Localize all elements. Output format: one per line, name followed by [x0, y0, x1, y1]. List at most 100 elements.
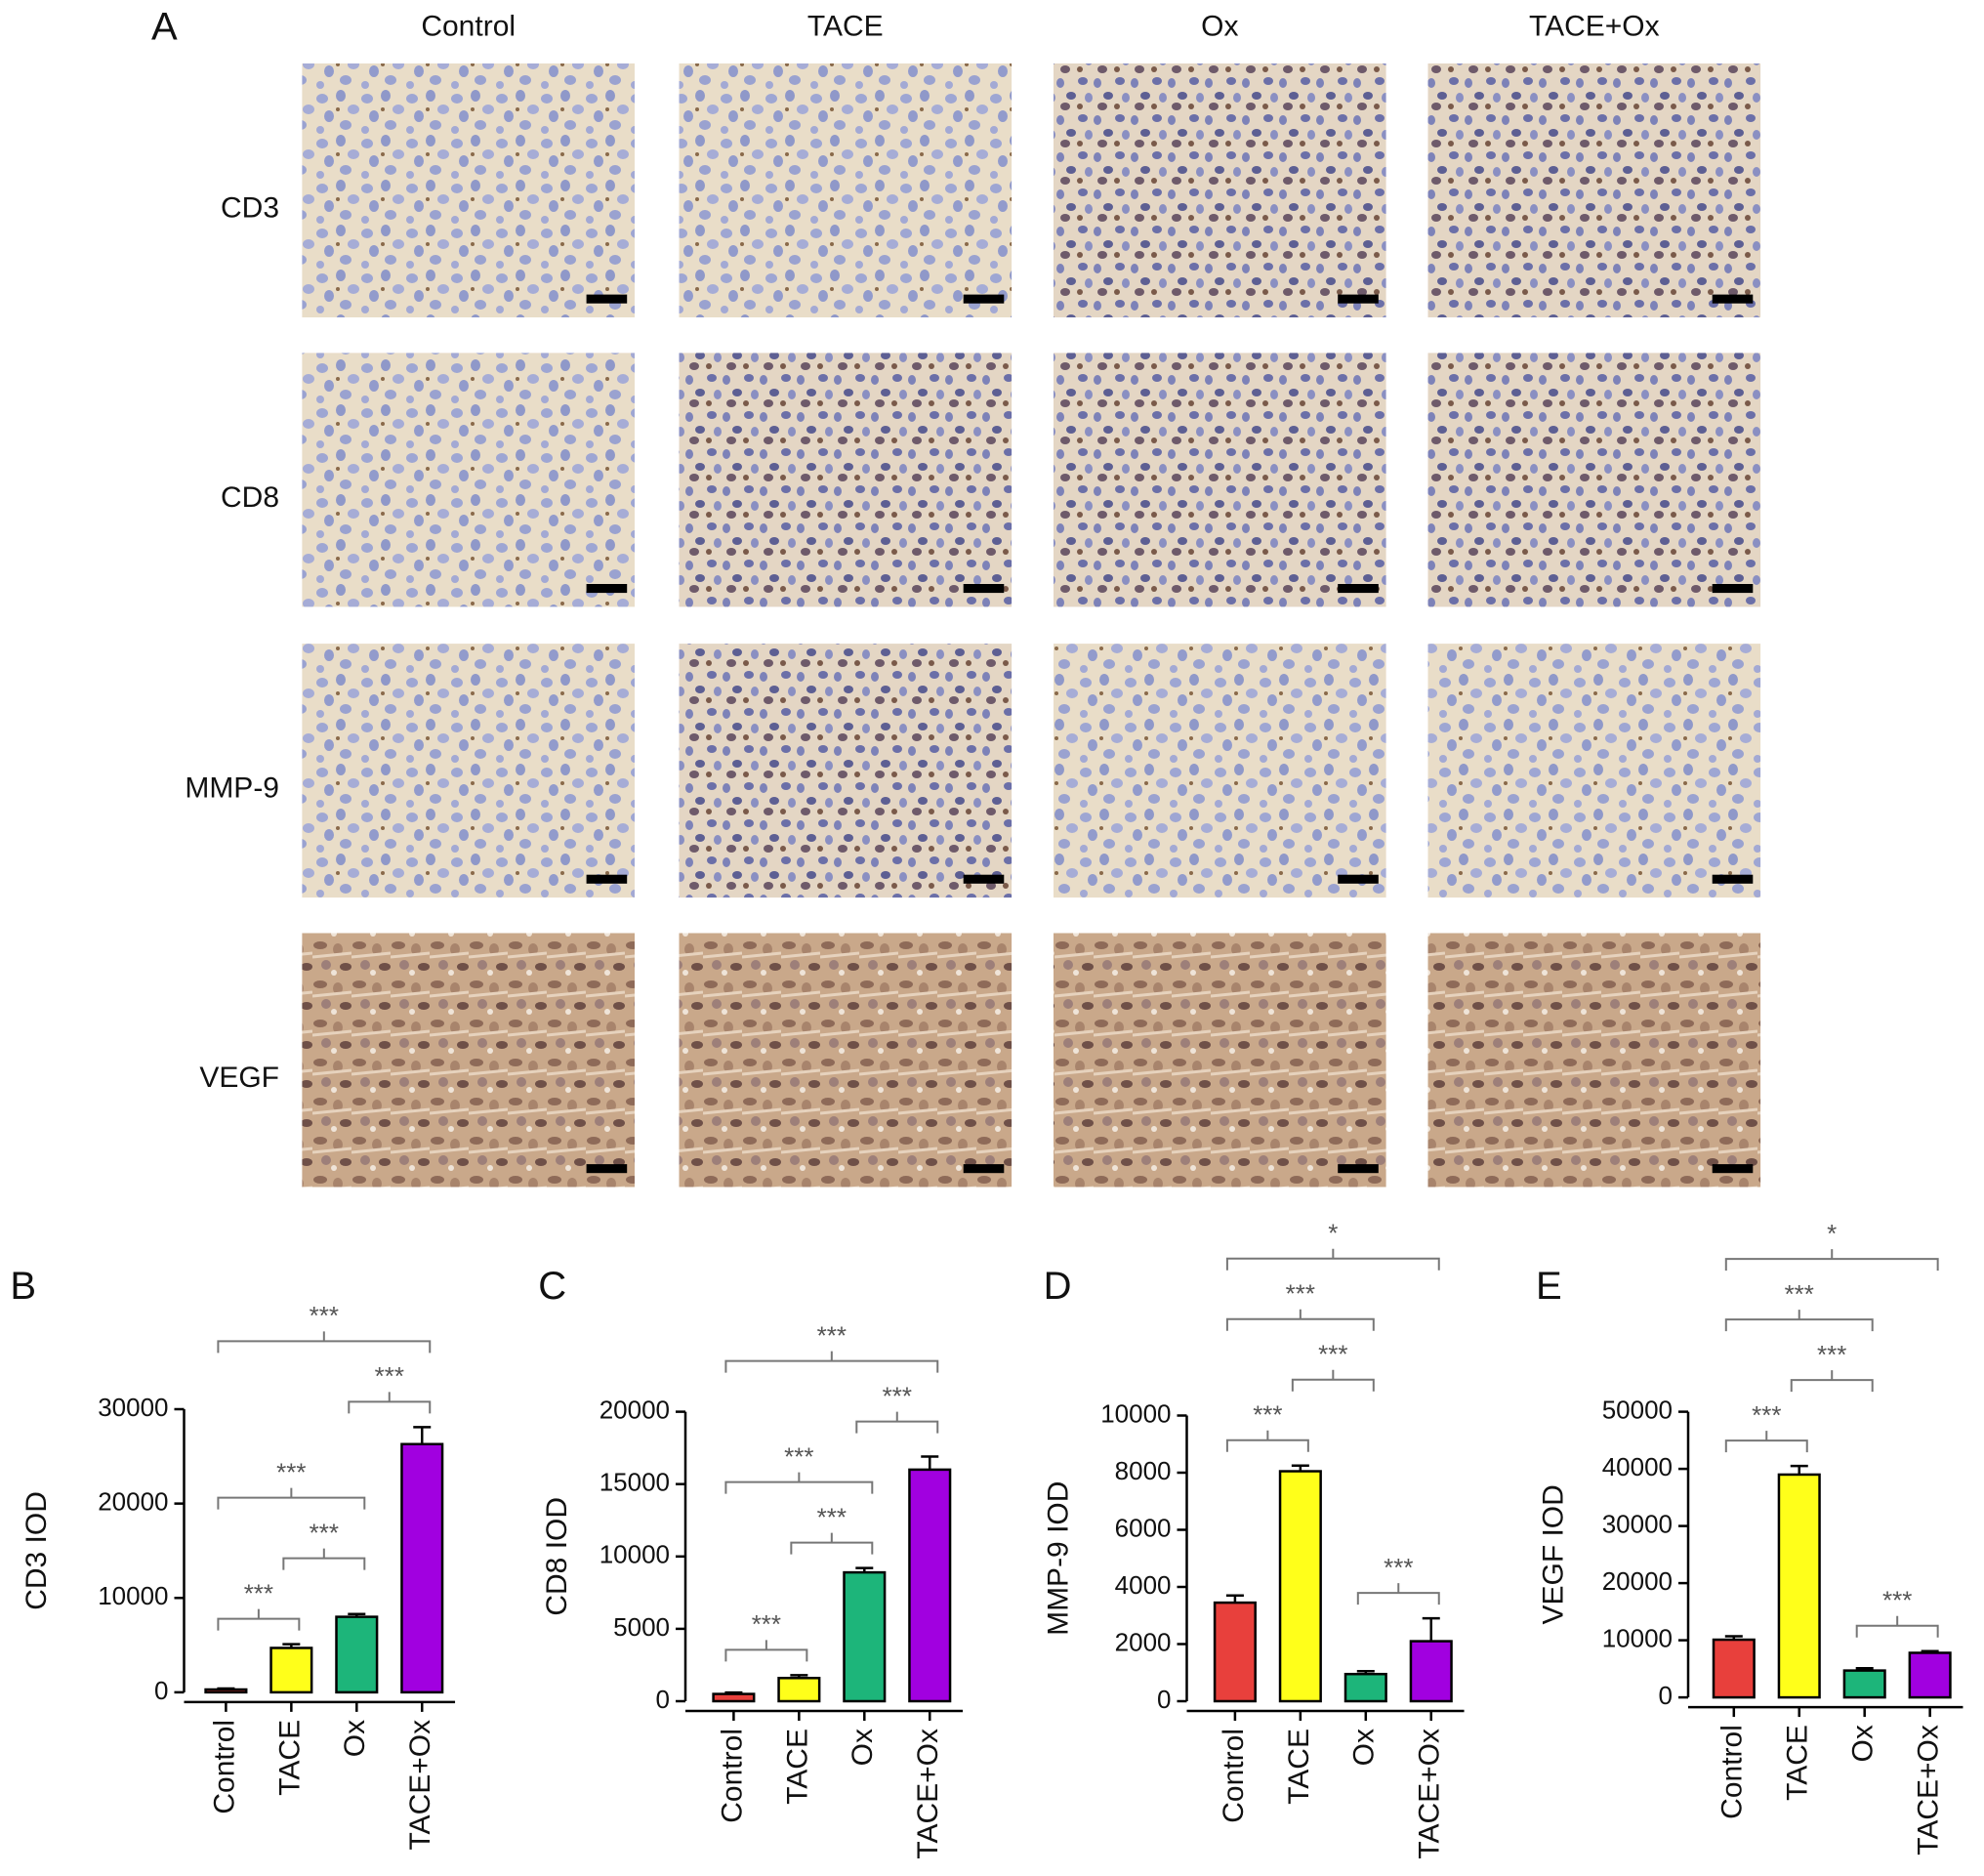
significance-label: *** [375, 1361, 404, 1391]
micrograph [1054, 63, 1386, 317]
error-bar [1921, 1649, 1939, 1653]
micrograph [1054, 933, 1386, 1188]
significance-bracket [790, 1532, 874, 1555]
y-tick-label: 0 [1157, 1685, 1171, 1714]
micrograph [679, 933, 1013, 1188]
micrograph [1427, 353, 1761, 607]
error-bar [1225, 1594, 1244, 1604]
row-label: VEGF [199, 1062, 279, 1094]
y-tick-label: 2000 [1115, 1627, 1172, 1656]
error-bar [790, 1674, 808, 1679]
error-bar [724, 1690, 743, 1694]
significance-label: *** [276, 1457, 306, 1486]
significance-bracket [1225, 1248, 1440, 1271]
bar [204, 1688, 248, 1694]
y-axis-label: VEGF IOD [1537, 1484, 1569, 1624]
scale-bar [963, 874, 1005, 884]
bar [777, 1677, 821, 1703]
x-tick-label: TACE+Ox [404, 1720, 436, 1851]
significance-bracket [217, 1487, 366, 1510]
significance-bracket [217, 1608, 301, 1631]
column-label: TACE [807, 11, 884, 43]
panel-label: B [10, 1265, 36, 1308]
significance-label: *** [1817, 1340, 1846, 1369]
micrograph [679, 644, 1013, 898]
significance-label: *** [817, 1503, 847, 1532]
bar [335, 1615, 379, 1694]
scale-bar [586, 1164, 628, 1174]
y-tick-label: 5000 [613, 1612, 670, 1642]
x-tick-label: TACE+Ox [1414, 1729, 1446, 1859]
y-axis-label: CD8 IOD [541, 1497, 573, 1616]
error-bar [921, 1455, 939, 1470]
error-bar [1855, 1667, 1874, 1671]
significance-label: *** [310, 1301, 339, 1330]
significance-label: *** [883, 1382, 912, 1411]
micrograph [1427, 63, 1761, 317]
significance-label: *** [1384, 1553, 1413, 1582]
row-label: MMP-9 [185, 772, 279, 805]
x-tick-label: Ox [339, 1720, 371, 1757]
bar [1278, 1470, 1322, 1703]
significance-bracket [1724, 1249, 1939, 1272]
significance-label: * [1328, 1219, 1338, 1248]
bar [1842, 1669, 1886, 1699]
row-label: CD3 [221, 191, 279, 224]
error-bar [1724, 1635, 1743, 1641]
bar [1777, 1473, 1821, 1699]
scale-bar [1712, 874, 1754, 884]
row-label: CD8 [221, 481, 279, 514]
error-bar [217, 1687, 235, 1690]
y-tick-label: 0 [656, 1685, 670, 1714]
significance-bracket [1724, 1431, 1808, 1453]
significance-label: * [1827, 1219, 1837, 1248]
y-tick-label: 30000 [98, 1393, 168, 1422]
significance-bracket [217, 1331, 432, 1354]
micrograph [1054, 644, 1386, 898]
bar [843, 1570, 887, 1703]
significance-label: *** [1286, 1279, 1315, 1309]
micrograph [679, 63, 1013, 317]
bar [1343, 1672, 1387, 1703]
y-axis-label: CD3 IOD [21, 1491, 53, 1610]
micrograph [302, 353, 635, 607]
error-bar [282, 1643, 301, 1648]
x-tick-label: Control [1716, 1725, 1749, 1819]
y-tick-label: 8000 [1115, 1456, 1172, 1485]
bar [1409, 1640, 1453, 1703]
significance-label: *** [817, 1321, 847, 1351]
significance-bracket [1291, 1369, 1375, 1392]
significance-label: *** [244, 1578, 273, 1607]
y-tick-label: 10000 [1100, 1398, 1171, 1428]
column-label: Control [421, 11, 516, 43]
y-tick-label: 15000 [599, 1468, 670, 1497]
x-tick-label: Control [716, 1729, 748, 1823]
scale-bar [1338, 1164, 1379, 1174]
y-tick-label: 20000 [599, 1395, 670, 1424]
significance-bracket [1225, 1309, 1375, 1331]
error-bar [1422, 1616, 1440, 1642]
panel-label: D [1044, 1265, 1072, 1308]
significance-label: *** [1318, 1340, 1347, 1369]
y-axis-label: MMP-9 IOD [1042, 1481, 1074, 1636]
significance-bracket [1225, 1430, 1309, 1452]
scale-bar [1338, 874, 1379, 884]
scale-bar [586, 584, 628, 594]
y-tick-label: 20000 [98, 1487, 168, 1517]
bar [1908, 1651, 1952, 1699]
micrograph [302, 644, 635, 898]
y-tick-label: 0 [1659, 1681, 1673, 1710]
x-tick-label: TACE+Ox [1913, 1725, 1945, 1855]
micrograph [302, 63, 635, 317]
x-tick-label: TACE [781, 1729, 813, 1805]
scale-bar [586, 294, 628, 304]
y-tick-label: 50000 [1602, 1395, 1673, 1424]
bar [908, 1468, 952, 1703]
y-tick-label: 40000 [1602, 1452, 1673, 1481]
significance-bracket [724, 1640, 808, 1662]
significance-bracket [855, 1411, 939, 1434]
scale-bar [963, 584, 1005, 594]
x-tick-label: TACE [1283, 1729, 1315, 1805]
y-tick-label: 4000 [1115, 1570, 1172, 1600]
